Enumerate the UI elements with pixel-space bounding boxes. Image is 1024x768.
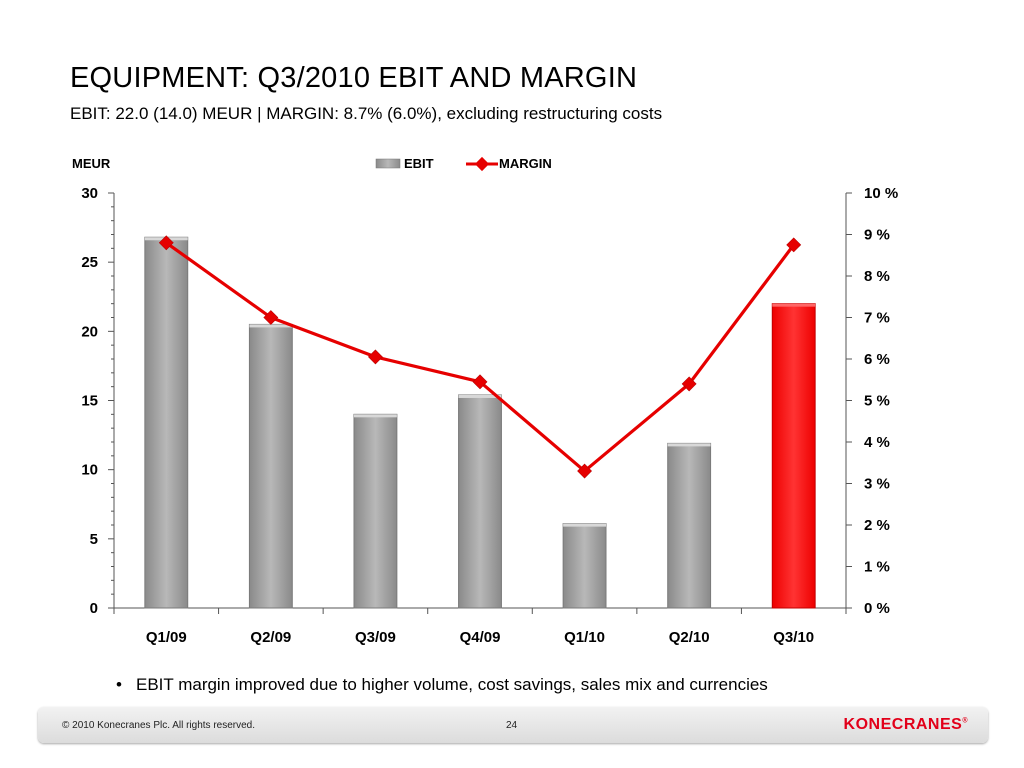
ebit-bar [562,523,607,609]
konecranes-logo: KONECRANES® [844,716,968,734]
y2-tick-label: 0 % [864,600,890,617]
ebit-margin-chart: MEUR EBIT MARGIN 0 5 10 15 20 25 30 0 % 1 % 2 % 3 … [72,156,898,646]
slide-subtitle: EBIT: 22.0 (14.0) MEUR | MARGIN: 8.7% (6… [70,104,663,123]
ebit-bar-top-highlight [458,394,502,398]
y-tick-label: 0 [90,600,98,617]
y-tick-label: 5 [90,531,98,548]
legend-margin-marker [474,156,490,172]
y-tick-label: 20 [81,323,98,340]
y2-tick-label: 5 % [864,393,890,410]
margin-point [158,235,174,251]
bullet-text: EBIT margin improved due to higher volum… [136,675,768,694]
y-tick-label: 10 [81,462,98,479]
ebit-bar-top-highlight [563,523,607,527]
ebit-bar [667,442,712,609]
x-tick-label: Q2/10 [669,629,710,646]
slide-title: EQUIPMENT: Q3/2010 EBIT AND MARGIN [70,62,638,94]
y2-tick-label: 1 % [864,559,890,576]
margin-point [786,237,802,253]
ebit-bar [458,394,502,609]
ebit-bar [771,303,816,609]
y2-tick-label: 9 % [864,227,890,244]
y2-tick-label: 10 % [864,185,898,202]
footer-bar: © 2010 Konecranes Plc. All rights reserv… [38,707,988,743]
y2-tick-label: 4 % [864,434,890,451]
margin-point [577,463,592,479]
x-tick-label: Q1/09 [146,629,187,646]
margin-point [263,310,279,325]
legend-ebit-swatch [375,158,401,169]
logo-trademark: ® [962,717,968,725]
y-tick-label: 30 [81,185,98,202]
logo-text: KONECRANES [843,716,963,733]
ebit-bar-top-highlight [667,443,711,447]
chart-legend: EBIT MARGIN [375,156,552,172]
x-tick-label: Q3/09 [355,629,396,646]
ebit-bar [353,413,398,609]
ebit-bar [248,323,293,609]
y-tick-label: 15 [81,393,98,410]
ebit-bar-top-highlight [353,414,397,418]
page-number: 24 [506,720,518,731]
x-tick-label: Q2/09 [250,629,291,646]
copyright-text: © 2010 Konecranes Plc. All rights reserv… [62,720,256,731]
x-tick-label: Q3/10 [773,629,814,646]
bullet-marker: • [116,675,122,694]
x-tick-label: Q4/09 [460,629,501,646]
y2-tick-label: 8 % [864,268,890,285]
y2-tick-label: 2 % [864,517,890,534]
ebit-bar [144,236,189,609]
y-axis-label: MEUR [72,156,111,171]
margin-point [368,349,383,365]
legend-margin-label: MARGIN [499,156,552,171]
y2-tick-label: 7 % [864,310,890,327]
ebit-bar-top-highlight [249,324,293,328]
y2-tick-label: 3 % [864,476,890,493]
bullet-point: • EBIT margin improved due to higher vol… [116,674,806,695]
margin-point [472,374,488,390]
y2-tick-label: 6 % [864,351,890,368]
x-tick-label: Q1/10 [564,629,605,646]
legend-ebit-label: EBIT [404,156,434,171]
margin-point [681,376,697,392]
ebit-bar-top-highlight [772,303,816,307]
y-tick-label: 25 [81,254,98,271]
